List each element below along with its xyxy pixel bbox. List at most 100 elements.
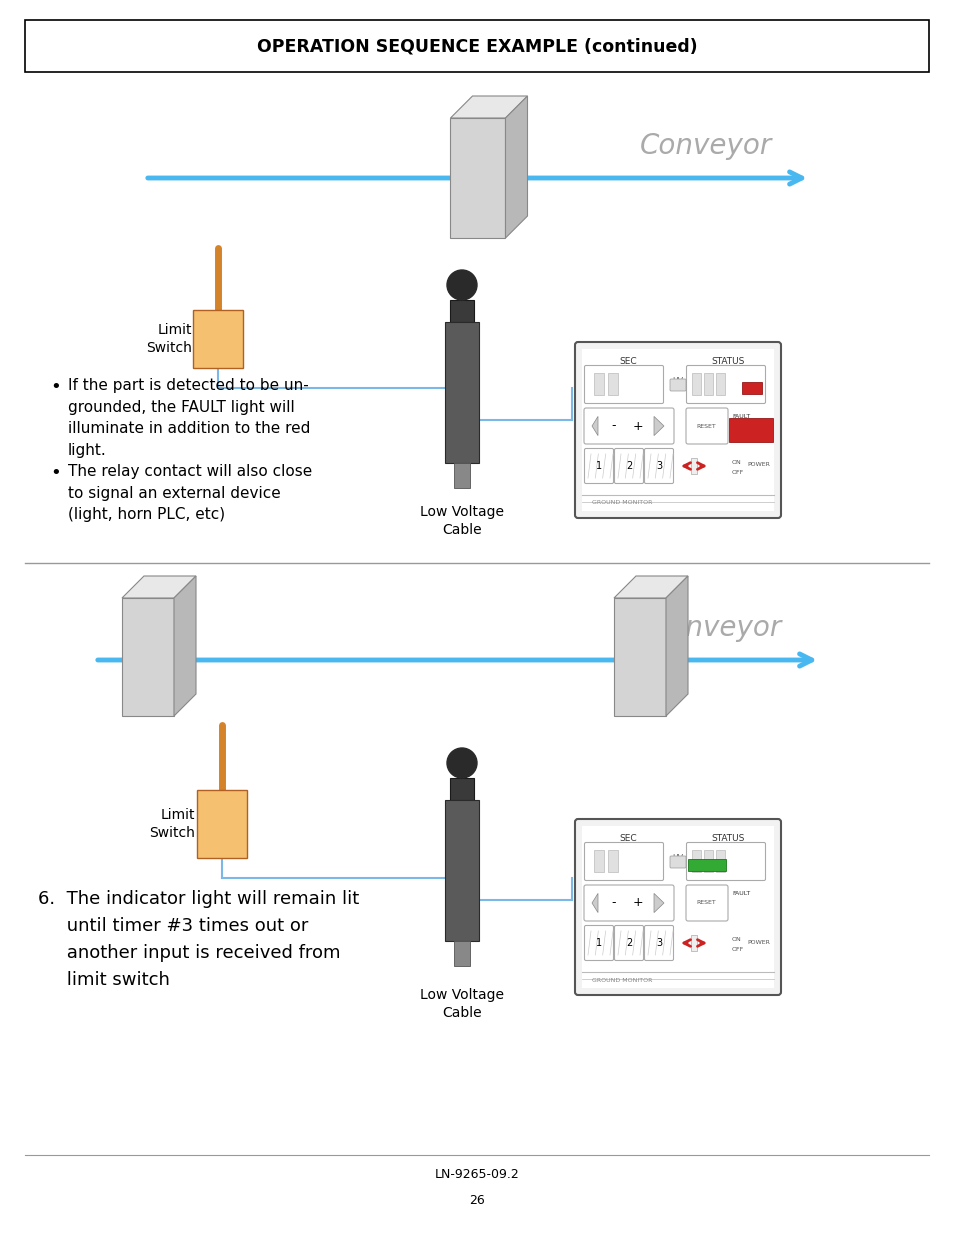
FancyBboxPatch shape	[454, 463, 470, 488]
Text: Switch: Switch	[149, 826, 194, 840]
Circle shape	[447, 748, 476, 778]
FancyBboxPatch shape	[122, 598, 173, 716]
Polygon shape	[450, 96, 527, 119]
Text: OFF: OFF	[731, 471, 743, 475]
Text: Switch: Switch	[146, 341, 192, 354]
Text: ON: ON	[731, 459, 741, 466]
Polygon shape	[654, 893, 663, 913]
Text: OPERATION SEQUENCE EXAMPLE (continued): OPERATION SEQUENCE EXAMPLE (continued)	[256, 37, 697, 56]
FancyBboxPatch shape	[716, 850, 724, 872]
Polygon shape	[173, 576, 195, 716]
Text: HV: HV	[672, 377, 682, 387]
Text: HV: HV	[672, 853, 682, 863]
FancyBboxPatch shape	[690, 935, 697, 951]
Circle shape	[447, 270, 476, 300]
Text: OFF: OFF	[731, 947, 743, 952]
Text: RESET: RESET	[696, 424, 715, 429]
Text: -: -	[611, 420, 616, 432]
Polygon shape	[665, 576, 687, 716]
FancyBboxPatch shape	[669, 856, 685, 868]
Text: RESET: RESET	[696, 900, 715, 905]
Polygon shape	[614, 576, 687, 598]
FancyBboxPatch shape	[614, 598, 665, 716]
FancyBboxPatch shape	[584, 842, 662, 881]
FancyBboxPatch shape	[644, 448, 673, 483]
Text: •: •	[50, 464, 61, 482]
FancyBboxPatch shape	[196, 790, 247, 858]
FancyBboxPatch shape	[703, 850, 712, 872]
Text: Conveyor: Conveyor	[639, 132, 771, 161]
FancyBboxPatch shape	[691, 850, 700, 872]
Text: 1: 1	[596, 461, 601, 471]
FancyBboxPatch shape	[728, 417, 772, 442]
FancyBboxPatch shape	[193, 310, 243, 368]
Polygon shape	[505, 96, 527, 238]
Text: 3: 3	[656, 939, 661, 948]
FancyBboxPatch shape	[450, 778, 474, 800]
FancyBboxPatch shape	[450, 300, 474, 322]
FancyBboxPatch shape	[685, 885, 727, 921]
FancyBboxPatch shape	[581, 350, 773, 511]
FancyBboxPatch shape	[614, 925, 643, 961]
FancyBboxPatch shape	[644, 925, 673, 961]
Text: SEC: SEC	[618, 357, 637, 366]
FancyBboxPatch shape	[594, 850, 603, 872]
Text: 3: 3	[656, 461, 661, 471]
FancyBboxPatch shape	[687, 860, 725, 871]
Text: ON: ON	[731, 937, 741, 942]
Text: Low Voltage
Cable: Low Voltage Cable	[419, 505, 503, 537]
Text: SEC: SEC	[618, 834, 637, 844]
FancyBboxPatch shape	[584, 366, 662, 404]
Text: Limit: Limit	[160, 808, 194, 823]
Text: FAULT: FAULT	[732, 890, 750, 897]
Text: 2: 2	[625, 461, 632, 471]
FancyBboxPatch shape	[716, 373, 724, 395]
Text: The relay contact will also close
to signal an external device
(light, horn PLC,: The relay contact will also close to sig…	[68, 464, 312, 522]
FancyBboxPatch shape	[607, 373, 618, 395]
Text: Conveyor: Conveyor	[649, 614, 781, 642]
Text: 26: 26	[469, 1193, 484, 1207]
FancyBboxPatch shape	[450, 119, 505, 238]
Text: 2: 2	[625, 939, 632, 948]
FancyBboxPatch shape	[583, 885, 673, 921]
FancyBboxPatch shape	[594, 373, 603, 395]
FancyBboxPatch shape	[614, 448, 643, 483]
Polygon shape	[592, 416, 598, 436]
FancyBboxPatch shape	[607, 850, 618, 872]
Text: GROUND MONITOR: GROUND MONITOR	[592, 500, 652, 505]
FancyBboxPatch shape	[669, 379, 685, 391]
Text: +: +	[632, 897, 642, 909]
Polygon shape	[122, 576, 195, 598]
Text: 6.  The indicator light will remain lit
     until timer #3 times out or
     an: 6. The indicator light will remain lit u…	[38, 890, 359, 989]
FancyBboxPatch shape	[581, 826, 773, 988]
FancyBboxPatch shape	[444, 800, 478, 941]
FancyBboxPatch shape	[690, 458, 697, 474]
FancyBboxPatch shape	[686, 842, 764, 881]
Text: POWER: POWER	[746, 462, 769, 468]
Text: STATUS: STATUS	[711, 357, 744, 366]
FancyBboxPatch shape	[703, 373, 712, 395]
FancyBboxPatch shape	[444, 322, 478, 463]
Text: +: +	[632, 420, 642, 432]
Text: STATUS: STATUS	[711, 834, 744, 844]
Polygon shape	[654, 416, 663, 436]
FancyBboxPatch shape	[741, 382, 761, 394]
Text: 1: 1	[596, 939, 601, 948]
Text: GROUND MONITOR: GROUND MONITOR	[592, 977, 652, 983]
Polygon shape	[592, 893, 598, 913]
Text: Limit: Limit	[157, 324, 192, 337]
FancyBboxPatch shape	[575, 819, 781, 995]
Text: FAULT: FAULT	[732, 414, 750, 419]
Text: LN-9265-09.2: LN-9265-09.2	[435, 1168, 518, 1182]
Text: If the part is detected to be un-
grounded, the FAULT light will
illuminate in a: If the part is detected to be un- ground…	[68, 378, 310, 458]
FancyBboxPatch shape	[584, 925, 613, 961]
FancyBboxPatch shape	[691, 373, 700, 395]
FancyBboxPatch shape	[686, 366, 764, 404]
FancyBboxPatch shape	[454, 941, 470, 966]
FancyBboxPatch shape	[685, 408, 727, 445]
Text: POWER: POWER	[746, 940, 769, 945]
FancyBboxPatch shape	[575, 342, 781, 517]
Text: -: -	[611, 897, 616, 909]
Text: •: •	[50, 378, 61, 396]
FancyBboxPatch shape	[583, 408, 673, 445]
